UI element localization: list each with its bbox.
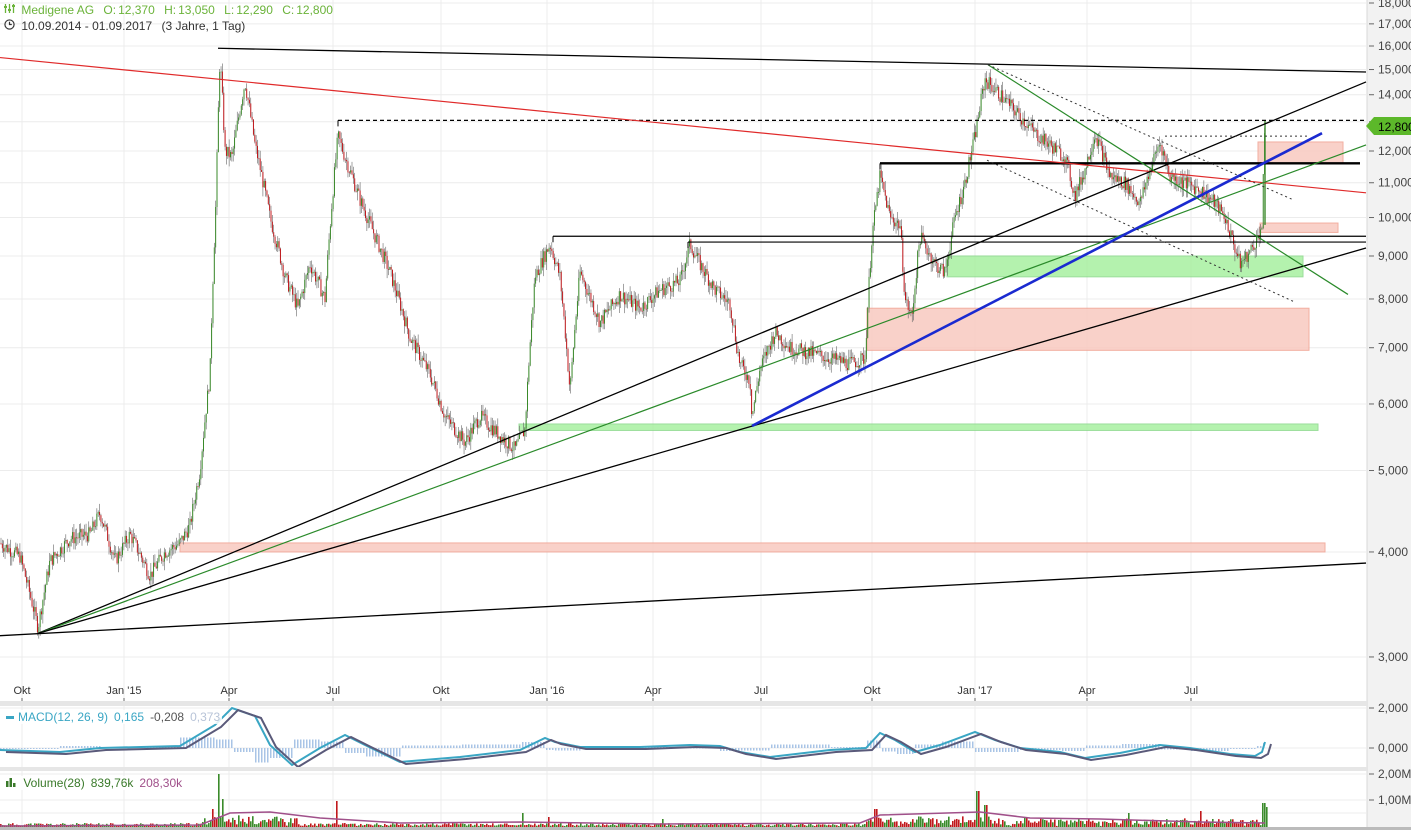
low-label: L: (224, 3, 235, 17)
last-price-tag: 12,800 (1366, 117, 1411, 135)
svg-text:11,000: 11,000 (1378, 176, 1411, 190)
svg-text:4,000: 4,000 (1378, 545, 1408, 559)
macd-legend-swatch (6, 716, 14, 720)
svg-text:Okt: Okt (863, 685, 880, 697)
svg-text:Apr: Apr (644, 685, 661, 697)
high-value: 13,050 (178, 3, 215, 17)
svg-text:16,000: 16,000 (1378, 39, 1411, 53)
low-value: 12,290 (236, 3, 273, 17)
svg-text:Jul: Jul (754, 685, 768, 697)
svg-text:7,000: 7,000 (1378, 341, 1408, 355)
svg-text:15,000: 15,000 (1378, 63, 1411, 77)
svg-text:5,000: 5,000 (1378, 464, 1408, 478)
svg-text:10,000: 10,000 (1378, 211, 1411, 225)
macd-histogram: 0,373 (190, 710, 221, 724)
svg-text:9,000: 9,000 (1378, 249, 1408, 263)
svg-text:Jul: Jul (1184, 685, 1198, 697)
svg-text:2,000: 2,000 (1378, 701, 1408, 715)
macd-label: MACD(12, 26, 9) (18, 710, 109, 724)
volume-label: Volume(28) (23, 776, 85, 790)
svg-text:Apr: Apr (220, 685, 237, 697)
volume-panel: 2,00M 1,00M (0, 767, 1411, 827)
indicator-settings-icon[interactable] (4, 3, 18, 17)
instrument-ohlc: Medigene AG O: 12,370 H: 13,050 L: 12,290 C… (4, 3, 339, 17)
date-range-text: 10.09.2014 - 01.09.2017 (21, 19, 153, 33)
volume-bars-icon (6, 776, 19, 790)
horizontal-levels (337, 119, 1366, 249)
macd-value: 0,165 (114, 710, 145, 724)
close-label: C: (282, 3, 295, 17)
svg-text:6,000: 6,000 (1378, 397, 1408, 411)
svg-text:Okt: Okt (432, 685, 449, 697)
svg-text:8,000: 8,000 (1378, 292, 1408, 306)
y-axis: 3,000 4,000 5,000 6,000 7,000 8,000 9,000 10,00… (1369, 0, 1411, 664)
candles (0, 63, 1266, 639)
svg-text:3,000: 3,000 (1378, 650, 1408, 664)
volume-average: 208,30k (139, 776, 183, 790)
high-label: H: (164, 3, 177, 17)
svg-text:12,800: 12,800 (1378, 120, 1411, 134)
trendlines (0, 47, 1367, 637)
svg-text:Jul: Jul (326, 685, 340, 697)
open-value: 12,370 (118, 3, 155, 17)
svg-text:Apr: Apr (1078, 685, 1095, 697)
volume-legend[interactable]: Volume(28) 839,76k 208,30k (4, 776, 185, 790)
svg-text:Okt: Okt (13, 685, 30, 697)
instrument-name[interactable]: Medigene AG (21, 3, 95, 17)
x-axis: Okt Jan '15 Apr Jul Okt Jan '16 Apr Jul Okt Jan '… (13, 685, 1198, 701)
svg-text:1,00M: 1,00M (1378, 793, 1411, 807)
svg-text:12,000: 12,000 (1378, 144, 1411, 158)
svg-text:Jan '15: Jan '15 (106, 685, 141, 697)
volume-value: 839,76k (90, 776, 134, 790)
svg-text:Jan '17: Jan '17 (957, 685, 992, 697)
open-label: O: (103, 3, 117, 17)
date-range: 10.09.2014 - 01.09.2017 (3 Jahre, 1 Tag) (4, 19, 251, 33)
close-value: 12,800 (296, 3, 333, 17)
macd-legend[interactable]: MACD(12, 26, 9) 0,165 -0,208 0,373 (4, 710, 223, 724)
macd-panel: 2,000 0,000 (0, 701, 1408, 769)
svg-text:0,000: 0,000 (1378, 741, 1408, 755)
clock-icon (4, 19, 18, 33)
date-range-detail: (3 Jahre, 1 Tag) (161, 19, 246, 33)
y-axis-panel (1367, 0, 1411, 830)
svg-text:17,000: 17,000 (1378, 17, 1411, 31)
svg-text:2,00M: 2,00M (1378, 767, 1411, 781)
svg-text:14,000: 14,000 (1378, 88, 1411, 102)
svg-text:Jan '16: Jan '16 (529, 685, 564, 697)
macd-signal: -0,208 (150, 710, 185, 724)
svg-text:18,000: 18,000 (1378, 0, 1411, 10)
